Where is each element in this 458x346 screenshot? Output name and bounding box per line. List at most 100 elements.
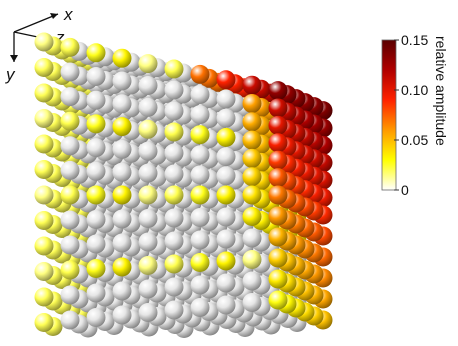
lattice-sphere xyxy=(268,150,288,170)
colorbar: 0 0.05 0.10 0.15 relative amplitude xyxy=(381,32,449,198)
lattice-sphere xyxy=(60,87,80,107)
lattice-sphere xyxy=(34,287,54,307)
lattice-sphere xyxy=(60,210,80,230)
lattice-sphere xyxy=(86,90,106,110)
lattice-sphere xyxy=(216,207,236,227)
lattice-sphere xyxy=(216,147,236,167)
lattice-sphere xyxy=(112,48,132,68)
lattice-sphere xyxy=(112,257,132,277)
lattice-sphere xyxy=(268,98,288,118)
lattice-sphere xyxy=(164,101,184,121)
lattice-sphere xyxy=(34,211,54,230)
lattice-sphere xyxy=(34,262,54,281)
lattice-sphere xyxy=(34,58,54,77)
lattice-sphere xyxy=(190,298,210,317)
lattice-sphere xyxy=(242,250,262,269)
lattice-sphere xyxy=(138,141,158,161)
lattice-sphere xyxy=(216,89,236,109)
lattice-sphere xyxy=(112,281,132,301)
lattice-sphere xyxy=(190,275,210,295)
lattice-sphere xyxy=(268,290,288,310)
lattice-sphere xyxy=(216,273,236,293)
lattice-sphere xyxy=(34,32,54,52)
lattice-sphere xyxy=(34,185,54,205)
lattice-sphere xyxy=(164,208,184,228)
lattice-sphere xyxy=(138,97,158,117)
lattice-sphere xyxy=(242,148,262,168)
lattice-sphere xyxy=(164,122,184,142)
lattice-sphere xyxy=(268,81,288,101)
lattice-sphere xyxy=(164,254,184,274)
lattice-sphere xyxy=(190,85,210,104)
lattice-sphere xyxy=(242,94,262,113)
lattice-sphere xyxy=(164,59,184,79)
lattice-sphere xyxy=(190,253,210,272)
lattice-sphere xyxy=(242,75,262,95)
colorbar-tick-label: 0.15 xyxy=(401,32,428,48)
lattice-sphere xyxy=(242,112,262,132)
lattice-sphere xyxy=(34,134,54,154)
lattice-sphere xyxy=(190,185,210,205)
lattice-sphere xyxy=(86,114,106,134)
lattice-sphere xyxy=(60,62,80,82)
lattice-sphere xyxy=(112,94,132,114)
lattice-sphere xyxy=(86,161,106,181)
lattice-sphere xyxy=(164,277,184,297)
lattice-sphere xyxy=(112,209,132,229)
lattice-sphere xyxy=(60,111,80,131)
lattice-sphere xyxy=(60,235,80,255)
lattice-sphere xyxy=(60,310,80,330)
colorbar-tick-label: 0.10 xyxy=(401,82,428,98)
lattice-sphere xyxy=(86,259,106,278)
lattice-sphere xyxy=(268,206,288,226)
lattice-sphere xyxy=(190,64,210,84)
lattice-sphere xyxy=(216,185,236,205)
lattice-sphere xyxy=(216,70,236,90)
lattice-sphere xyxy=(164,164,184,184)
lattice-sphere xyxy=(34,236,54,256)
lattice-sphere xyxy=(164,185,184,205)
lattice-sphere xyxy=(112,117,132,137)
colorbar-tick-label: 0 xyxy=(401,182,409,198)
lattice-sphere xyxy=(34,160,54,179)
lattice-sphere xyxy=(268,248,288,268)
lattice-sphere xyxy=(216,127,236,147)
lattice-sphere xyxy=(34,109,54,128)
lattice-sphere xyxy=(242,271,262,291)
lattice-sphere xyxy=(190,165,210,185)
lattice-sphere xyxy=(86,308,106,327)
lattice-sphere xyxy=(138,185,158,205)
colorbar-tick-label: 0.05 xyxy=(401,132,428,148)
lattice-sphere xyxy=(216,229,236,249)
lattice-sphere xyxy=(242,130,262,150)
lattice-sphere xyxy=(86,43,106,63)
lattice-sphere xyxy=(242,293,262,312)
lattice-sphere xyxy=(268,227,288,247)
x-axis-label: x xyxy=(63,5,73,24)
lattice-sphere xyxy=(112,185,132,205)
lattice-sphere xyxy=(138,256,158,275)
lattice-sphere xyxy=(216,108,236,128)
lattice-sphere xyxy=(216,251,236,271)
lattice-sphere xyxy=(112,233,132,253)
lattice-sphere xyxy=(86,210,106,229)
lattice-sphere xyxy=(190,230,210,250)
lattice-sphere xyxy=(60,160,80,180)
lattice-sphere xyxy=(60,285,80,305)
lattice-sphere xyxy=(268,168,288,188)
lattice-sphere xyxy=(164,300,184,320)
lattice-sphere xyxy=(138,119,158,139)
lattice-sphere xyxy=(268,115,288,135)
lattice-sphere xyxy=(242,185,262,205)
lattice-sphere xyxy=(216,295,236,315)
axis-triad: x z y xyxy=(5,5,73,84)
lattice-sphere xyxy=(86,138,106,158)
lattice-sphere xyxy=(138,232,158,252)
lattice-sphere xyxy=(190,105,210,125)
lattice-sphere xyxy=(112,71,132,91)
colorbar-gradient xyxy=(381,39,397,191)
lattice-sphere xyxy=(190,125,210,145)
lattice-sphere xyxy=(86,234,106,254)
lattice-sphere xyxy=(268,133,288,153)
lattice-sphere xyxy=(164,231,184,251)
